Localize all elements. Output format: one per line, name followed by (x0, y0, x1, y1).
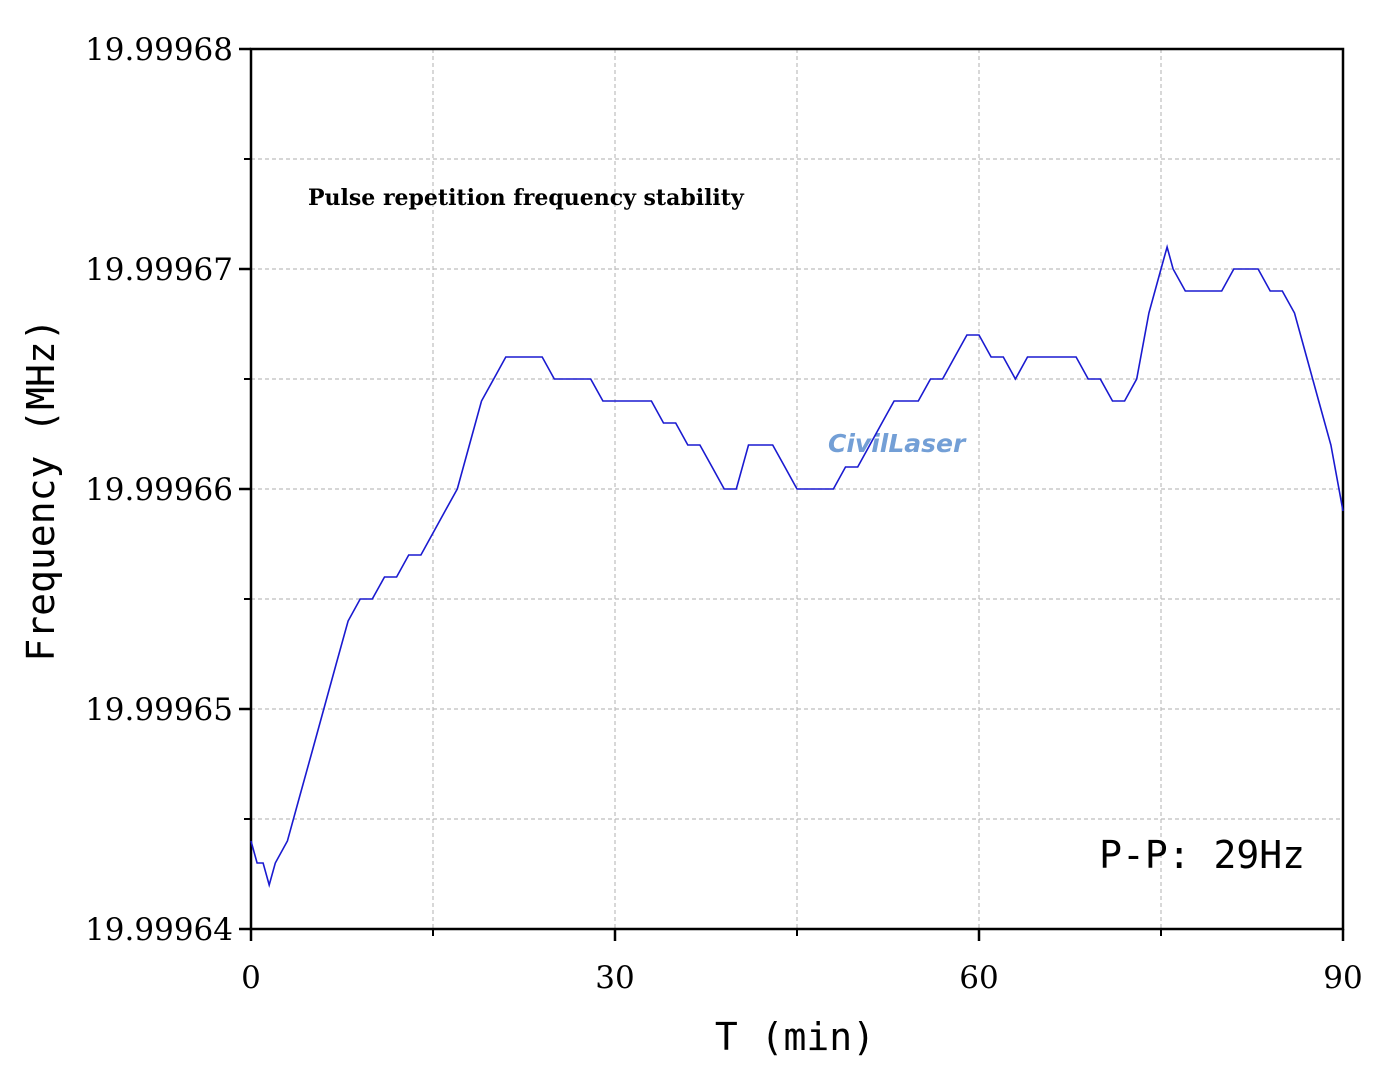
x-tick-label: 0 (241, 960, 261, 996)
grid-lines (251, 49, 1343, 929)
watermark-logo: CivilLaser (828, 429, 967, 458)
y-axis-title: Frequency (MHz) (19, 318, 63, 661)
chart-annotation-title: Pulse repetition frequency stability (308, 185, 745, 211)
y-tick-label: 19.99964 (85, 912, 233, 948)
y-tick-label: 19.99967 (85, 252, 233, 288)
x-tick-label: 30 (595, 960, 634, 996)
peak-to-peak-annotation: P-P: 29Hz (1099, 833, 1305, 877)
axis-ticks (239, 47, 1345, 941)
x-tick-labels: 0 30 60 90 (241, 960, 1363, 996)
y-tick-label: 19.99968 (85, 32, 233, 68)
series-line (250, 243, 1344, 888)
x-tick-label: 90 (1323, 960, 1362, 996)
y-tick-labels: 19.99964 19.99965 19.99966 19.99967 19.99968 (85, 32, 233, 948)
y-tick-label: 19.99966 (85, 472, 233, 508)
x-axis-title: T (min) (715, 1015, 875, 1059)
x-tick-label: 60 (959, 960, 998, 996)
y-tick-label: 19.99965 (85, 692, 233, 728)
